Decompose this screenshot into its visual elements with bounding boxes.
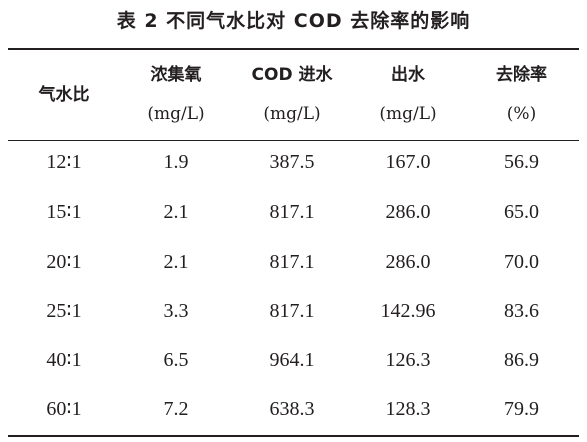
cell-outflow: 286.0 (385, 201, 431, 223)
cell-removal: 86.9 (504, 349, 539, 371)
header-cod-inflow: COD 进水 (251, 65, 333, 85)
cell-oxygen: 6.5 (163, 349, 189, 371)
cell-outflow: 286.0 (385, 251, 431, 273)
cell-ratio: 40∶1 (46, 349, 82, 371)
header-rule (8, 140, 579, 141)
header-gas-water-ratio: 气水比 (38, 85, 90, 105)
cell-ratio: 25∶1 (46, 300, 82, 322)
cell-cod-in: 638.3 (269, 398, 315, 420)
cell-removal: 79.9 (504, 398, 539, 420)
cell-outflow: 126.3 (385, 349, 431, 371)
cell-removal: 83.6 (504, 300, 539, 322)
header-removal-rate: 去除率 (496, 65, 547, 85)
cell-outflow: 167.0 (385, 151, 431, 173)
header-concentrated-oxygen-unit: (mg/L) (147, 104, 205, 124)
cell-cod-in: 817.1 (269, 251, 315, 273)
cell-removal: 65.0 (504, 201, 539, 223)
header-concentrated-oxygen: 浓集氧 (150, 65, 202, 85)
cell-cod-in: 817.1 (269, 300, 315, 322)
cell-outflow: 142.96 (380, 300, 436, 322)
cell-cod-in: 817.1 (269, 201, 315, 223)
header-outflow-unit: (mg/L) (379, 104, 437, 124)
table-caption: 表 2 不同气水比对 COD 去除率的影响 (116, 10, 471, 32)
cell-cod-in: 964.1 (269, 349, 315, 371)
cell-removal: 70.0 (504, 251, 539, 273)
cell-outflow: 128.3 (385, 398, 431, 420)
cell-oxygen: 2.1 (163, 201, 189, 223)
cell-oxygen: 1.9 (163, 151, 189, 173)
cell-cod-in: 387.5 (269, 151, 315, 173)
header-cod-inflow-unit: (mg/L) (263, 104, 321, 124)
header-outflow: 出水 (391, 65, 425, 85)
bottom-rule (8, 435, 579, 437)
cell-removal: 56.9 (504, 151, 539, 173)
cell-ratio: 60∶1 (46, 398, 82, 420)
cell-ratio: 20∶1 (46, 251, 82, 273)
top-rule (8, 48, 579, 50)
cell-ratio: 12∶1 (46, 151, 82, 173)
cell-oxygen: 3.3 (163, 300, 189, 322)
cell-ratio: 15∶1 (46, 201, 82, 223)
header-removal-rate-unit: (%) (506, 104, 537, 124)
cell-oxygen: 7.2 (163, 398, 189, 420)
cell-oxygen: 2.1 (163, 251, 189, 273)
